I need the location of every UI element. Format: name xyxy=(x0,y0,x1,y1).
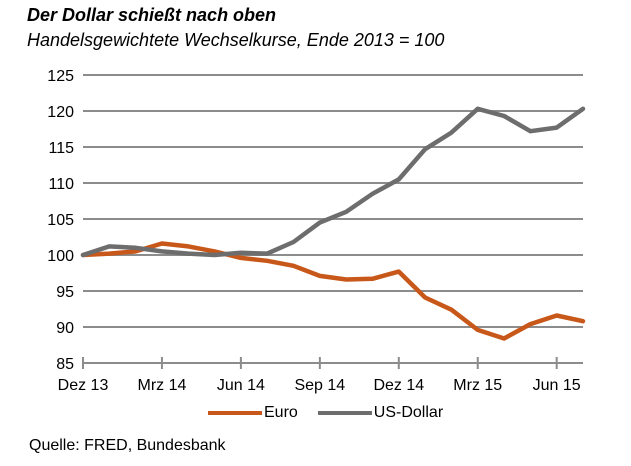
legend-label-us-dollar: US-Dollar xyxy=(373,404,444,421)
y-tick-label: 85 xyxy=(56,356,74,373)
x-axis: Dez 13 Mrz 14 Jun 14 Sep 14 Dez 14 Mrz 15 Jun … xyxy=(58,357,583,394)
gridlines xyxy=(83,74,583,328)
legend-label-euro: Euro xyxy=(264,404,298,421)
y-tick-label: 90 xyxy=(56,320,74,337)
chart-subtitle: Handelsgewichtete Wechselkurse, Ende 201… xyxy=(27,30,445,50)
x-tick-label: Sep 14 xyxy=(294,377,345,394)
legend: Euro US-Dollar xyxy=(208,404,463,422)
legend-item-euro: Euro xyxy=(208,404,298,422)
y-tick-label: 105 xyxy=(47,212,74,229)
source-note: Quelle: FRED, Bundesbank xyxy=(29,437,226,454)
chart-title: Der Dollar schießt nach oben xyxy=(27,5,277,25)
y-tick-label: 100 xyxy=(47,248,74,265)
legend-swatch-us-dollar xyxy=(317,411,372,415)
y-tick-label: 115 xyxy=(48,140,74,157)
y-tick-label: 95 xyxy=(56,284,74,301)
series-line-us-dollar xyxy=(80,106,586,258)
x-tick-label: Dez 13 xyxy=(58,377,109,394)
series-line-euro xyxy=(80,241,586,341)
x-tick-label: Jun 14 xyxy=(217,377,265,394)
x-tick-label: Mrz 14 xyxy=(137,377,186,394)
legend-swatch-euro xyxy=(208,411,262,415)
y-tick-label: 120 xyxy=(47,104,74,121)
y-tick-label: 125 xyxy=(47,68,74,85)
x-tick-label: Mrz 15 xyxy=(453,377,502,394)
legend-item-us-dollar: US-Dollar xyxy=(317,404,444,422)
x-tick-label: Dez 14 xyxy=(373,377,424,394)
line-chart: 125 120 115 110 105 100 95 90 85 Dez 13 Mrz 14 Jun… xyxy=(47,68,586,394)
x-tick-label: Jun 15 xyxy=(533,377,581,394)
y-tick-label: 110 xyxy=(48,176,74,193)
y-axis-tick-labels: 125 120 115 110 105 100 95 90 85 xyxy=(47,68,74,373)
series-lines xyxy=(80,106,586,341)
